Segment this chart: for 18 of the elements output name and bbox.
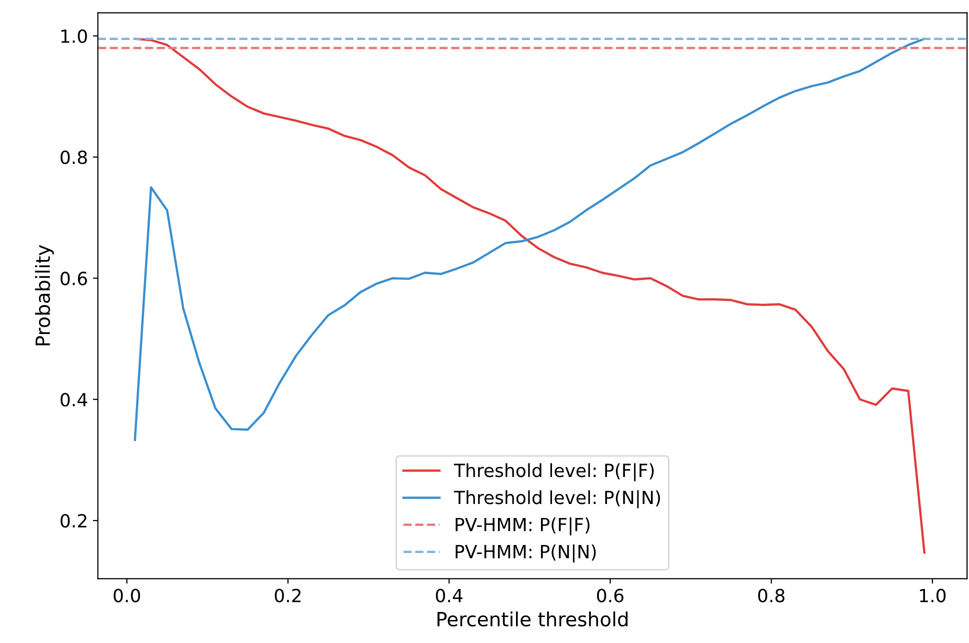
y-tick-label: 0.6 bbox=[60, 272, 88, 286]
y-tick-label: 0.2 bbox=[60, 514, 86, 528]
legend-label: Threshold level: P(F|F) bbox=[454, 463, 654, 482]
x-tick-label: 0.6 bbox=[597, 588, 624, 602]
y-axis-title: Probability bbox=[35, 244, 54, 346]
x-tick-label: 0.4 bbox=[436, 588, 462, 602]
x-tick-label: 0.0 bbox=[114, 588, 140, 602]
legend-label: Threshold level: P(N|N) bbox=[454, 490, 660, 508]
y-tick-label: 0.4 bbox=[60, 392, 88, 406]
y-tick-label: 0.8 bbox=[60, 150, 87, 164]
legend-label: PV-HMM: P(F|F) bbox=[456, 517, 590, 536]
x-tick-label: 0.8 bbox=[758, 588, 784, 602]
x-tick-label: 0.2 bbox=[274, 588, 301, 602]
x-tick-label: 1.0 bbox=[920, 588, 946, 602]
x-axis-title: Percentile threshold bbox=[438, 611, 628, 627]
line-series bbox=[134, 38, 926, 442]
legend-label: PV-HMM: P(N|N) bbox=[456, 544, 596, 562]
y-tick-label: 1.0 bbox=[61, 29, 87, 43]
